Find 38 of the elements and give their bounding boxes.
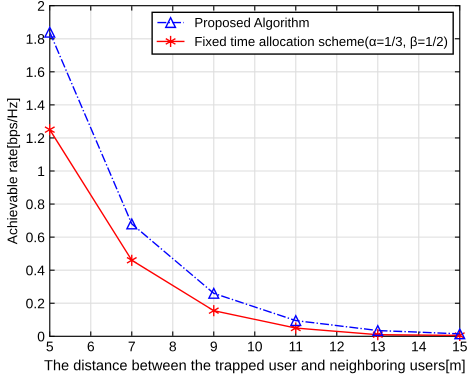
x-tick-label: 5 (46, 342, 54, 352)
y-tick-label: 0.8 (26, 199, 44, 210)
point (454, 329, 466, 342)
y-axis-title: Achievable rate[bps/Hz] (7, 98, 20, 244)
y-tick-label: 0.2 (26, 298, 44, 308)
point (126, 254, 138, 267)
x-tick-label: 8 (170, 342, 176, 352)
legend-label: Fixed time allocation scheme(α=1/3, β=1/2) (195, 36, 448, 49)
y-tick-label: 1.6 (26, 67, 44, 77)
y-tick-label: 2 (38, 1, 44, 11)
point (290, 315, 302, 326)
x-tick-label: 9 (210, 342, 217, 352)
x-tick-label: 10 (248, 342, 262, 352)
point (454, 328, 466, 340)
x-tick-label: 12 (330, 342, 344, 352)
point (372, 328, 384, 341)
point (290, 322, 302, 334)
y-tick-label: 1 (38, 166, 44, 176)
y-tick-label: 1.8 (26, 34, 44, 44)
x-tick-label: 15 (453, 342, 467, 352)
x-axis-title: The distance between the trapped user and neighboring users[m] (44, 360, 465, 374)
point (208, 304, 220, 317)
y-tick-label: 1.4 (26, 100, 45, 110)
x-tick-label: 6 (88, 342, 94, 352)
x-tick-label: 13 (371, 342, 385, 352)
y-tick-label: 1.2 (26, 133, 44, 143)
y-tick-label: 0 (38, 332, 44, 342)
point (44, 123, 56, 136)
point (126, 218, 138, 230)
point (208, 288, 220, 299)
x-tick-label: 14 (412, 342, 426, 352)
point (44, 26, 56, 38)
y-tick-label: 0.4 (26, 266, 45, 276)
legend-label: Proposed Algorithm (195, 18, 309, 30)
y-tick-label: 0.6 (26, 232, 44, 242)
x-tick-label: 11 (290, 342, 302, 352)
x-tick-label: 7 (128, 342, 135, 352)
point (372, 324, 384, 336)
